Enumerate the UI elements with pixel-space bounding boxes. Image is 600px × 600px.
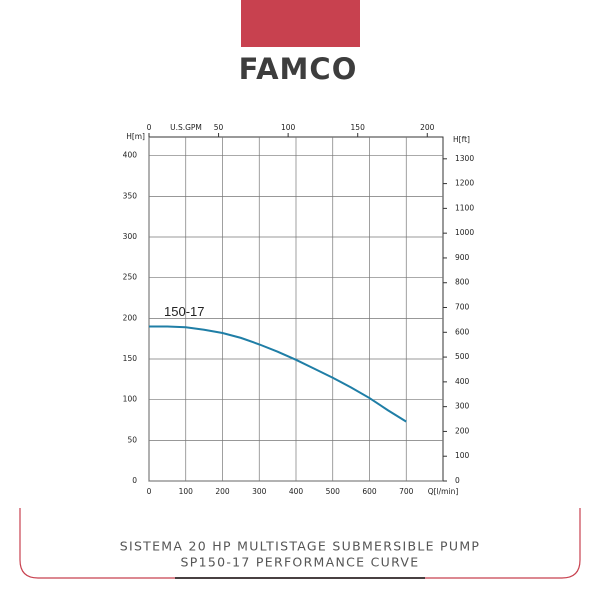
axis-label: Q[l/min] xyxy=(428,487,459,496)
y2-tick-label: 500 xyxy=(455,352,470,361)
y2-tick-label: 600 xyxy=(455,327,470,336)
caption-line: SISTEMA 20 HP MULTISTAGE SUBMERSIBLE PUM… xyxy=(120,539,481,554)
y-tick-label: 400 xyxy=(123,151,138,160)
y2-tick-label: 0 xyxy=(455,476,460,485)
x-tick-label: 500 xyxy=(326,487,341,496)
y-tick-label: 300 xyxy=(123,232,138,241)
y-tick-label: 0 xyxy=(132,476,137,485)
y-tick-label: 350 xyxy=(123,191,138,200)
y-tick-label: 200 xyxy=(123,313,138,322)
y2-tick-label: 100 xyxy=(455,451,470,460)
x-tick-label: 200 xyxy=(215,487,230,496)
y2-tick-label: 200 xyxy=(455,426,470,435)
y-tick-label: 100 xyxy=(123,395,138,404)
x-tick-label: 300 xyxy=(252,487,267,496)
axis-label: U.S.GPM xyxy=(170,123,202,132)
y2-tick-label: 400 xyxy=(455,377,470,386)
y2-tick-label: 700 xyxy=(455,303,470,312)
axis-label: H[m] xyxy=(126,132,145,141)
x2-tick-label: 150 xyxy=(351,123,366,132)
y-tick-label: 150 xyxy=(123,354,138,363)
x-tick-label: 0 xyxy=(147,487,152,496)
y2-tick-label: 800 xyxy=(455,278,470,287)
brand-banner xyxy=(241,0,360,47)
series-label: 150-17 xyxy=(164,304,204,319)
y2-tick-label: 900 xyxy=(455,253,470,262)
logo: FAMCO xyxy=(239,52,358,86)
x-tick-label: 100 xyxy=(179,487,194,496)
x2-tick-label: 0 xyxy=(147,123,152,132)
x-tick-label: 700 xyxy=(399,487,414,496)
y2-tick-label: 1200 xyxy=(455,179,474,188)
x2-tick-label: 200 xyxy=(420,123,435,132)
y2-tick-label: 1000 xyxy=(455,228,474,237)
caption-line: SP150-17 PERFORMANCE CURVE xyxy=(181,555,420,570)
y-tick-label: 250 xyxy=(123,273,138,282)
y2-tick-label: 300 xyxy=(455,402,470,411)
y2-tick-label: 1300 xyxy=(455,154,474,163)
x2-tick-label: 100 xyxy=(281,123,296,132)
y-tick-label: 50 xyxy=(127,435,137,444)
x2-tick-label: 50 xyxy=(214,123,224,132)
x-tick-label: 600 xyxy=(362,487,377,496)
axis-label: H[ft] xyxy=(453,135,470,144)
curve xyxy=(149,325,407,423)
y2-tick-label: 1100 xyxy=(455,203,474,212)
x-tick-label: 400 xyxy=(289,487,304,496)
